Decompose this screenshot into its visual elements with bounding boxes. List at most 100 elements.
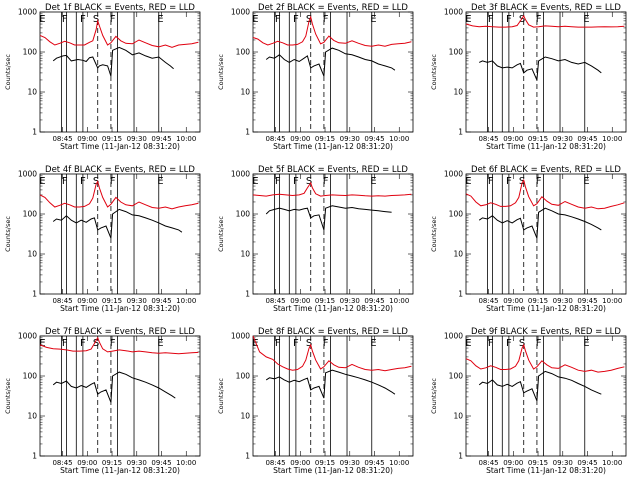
series-line-lld (465, 14, 625, 28)
plot-frame (252, 335, 414, 457)
x-tick-label: 09:30 (127, 459, 147, 467)
region-label: S (519, 338, 525, 349)
region-label: F (293, 176, 299, 187)
x-tick-label: 09:15 (102, 297, 122, 305)
x-tick-label: 10:00 (176, 459, 196, 467)
region-label: S (306, 176, 312, 187)
region-label: F (110, 176, 116, 187)
region-label: S (519, 14, 525, 25)
x-axis-label: Start Time (11-Jan-12 08:31:20) (60, 304, 180, 313)
x-tick-label: 09:00 (77, 459, 97, 467)
detector-panel: Det 8f BLACK = Events, RED = LLD Counts/s… (217, 327, 414, 475)
region-label: F (80, 176, 86, 187)
x-tick-label: 09:15 (315, 297, 335, 305)
x-tick-label: 10:00 (602, 297, 622, 305)
region-label: S (519, 176, 525, 187)
x-tick-label: 10:00 (176, 297, 196, 305)
series-line-lld (252, 15, 412, 47)
chart-title: Det 8f BLACK = Events, RED = LLD (258, 327, 408, 337)
detector-panel: Det 4f BLACK = Events, RED = LLD Counts/s… (4, 165, 201, 313)
x-tick-label: 10:00 (602, 135, 622, 143)
detector-panel: Det 3f BLACK = Events, RED = LLD Counts/s… (430, 3, 627, 151)
chart-title: Det 4f BLACK = Events, RED = LLD (45, 165, 195, 175)
y-axis-label: Counts/sec (217, 54, 225, 90)
region-label: F (323, 338, 329, 349)
region-label: E (370, 338, 376, 349)
region-label: E (39, 14, 45, 25)
x-axis-label: Start Time (11-Jan-12 08:31:20) (486, 142, 606, 151)
region-label: E (252, 176, 258, 187)
y-axis-label: Counts/sec (217, 378, 225, 414)
y-tick-label: 1 (32, 452, 37, 461)
x-tick-label: 08:45 (478, 459, 498, 467)
region-label: E (157, 176, 163, 187)
detector-panel: Det 6f BLACK = Events, RED = LLD Counts/s… (430, 165, 627, 313)
plot-frame (39, 11, 201, 133)
y-tick-label: 100 (236, 210, 251, 219)
region-label: F (293, 338, 299, 349)
plot-frame (39, 335, 201, 457)
y-tick-label: 100 (236, 372, 251, 381)
y-tick-label: 100 (449, 372, 464, 381)
region-label: F (488, 176, 494, 187)
y-tick-label: 1000 (444, 8, 463, 17)
chart-title: Det 7f BLACK = Events, RED = LLD (45, 327, 195, 337)
plot-frame (465, 11, 627, 133)
series-line-events (52, 371, 176, 403)
region-label: F (80, 338, 86, 349)
y-tick-label: 10 (240, 88, 250, 97)
y-tick-label: 100 (23, 48, 38, 57)
series-line-events (52, 46, 174, 77)
y-tick-label: 10 (453, 88, 463, 97)
x-tick-label: 09:30 (340, 459, 360, 467)
region-label: F (275, 176, 281, 187)
y-tick-label: 1 (32, 290, 37, 299)
x-tick-label: 09:45 (577, 135, 597, 143)
series-line-events (478, 207, 602, 239)
x-tick-label: 09:45 (151, 297, 171, 305)
x-axis-label: Start Time (11-Jan-12 08:31:20) (486, 466, 606, 475)
region-label: F (323, 14, 329, 25)
region-label: E (370, 14, 376, 25)
plot-frame (465, 335, 627, 457)
chart-title: Det 6f BLACK = Events, RED = LLD (471, 165, 621, 175)
y-tick-label: 10 (453, 412, 463, 421)
region-label: E (465, 338, 471, 349)
plot-frame (252, 11, 414, 133)
region-label: E (39, 338, 45, 349)
series-line-lld (39, 336, 199, 355)
region-label: F (506, 176, 512, 187)
y-tick-label: 100 (449, 48, 464, 57)
x-tick-label: 09:00 (503, 459, 523, 467)
x-tick-label: 08:45 (478, 135, 498, 143)
x-tick-label: 09:45 (151, 459, 171, 467)
region-label: E (583, 338, 589, 349)
x-tick-label: 09:15 (528, 135, 548, 143)
y-tick-label: 1000 (18, 170, 37, 179)
y-tick-label: 1 (32, 128, 37, 137)
y-tick-label: 10 (27, 250, 37, 259)
x-tick-label: 10:00 (176, 135, 196, 143)
x-tick-label: 09:15 (528, 459, 548, 467)
region-label: S (306, 14, 312, 25)
x-axis-label: Start Time (11-Jan-12 08:31:20) (60, 142, 180, 151)
x-tick-label: 09:00 (290, 297, 310, 305)
series-line-lld (465, 178, 625, 210)
x-tick-label: 09:45 (577, 297, 597, 305)
y-axis-label: Counts/sec (430, 216, 438, 252)
y-tick-label: 10 (453, 250, 463, 259)
region-label: F (62, 176, 68, 187)
region-label: F (323, 176, 329, 187)
region-label: E (583, 14, 589, 25)
region-label: E (157, 338, 163, 349)
chart-title: Det 5f BLACK = Events, RED = LLD (258, 165, 408, 175)
y-axis-label: Counts/sec (430, 54, 438, 90)
region-label: E (583, 176, 589, 187)
x-tick-label: 09:00 (77, 135, 97, 143)
x-axis-label: Start Time (11-Jan-12 08:31:20) (273, 142, 393, 151)
y-tick-label: 10 (27, 412, 37, 421)
region-label: E (370, 176, 376, 187)
region-label: F (110, 14, 116, 25)
y-tick-label: 10 (240, 250, 250, 259)
y-tick-label: 1 (458, 128, 463, 137)
